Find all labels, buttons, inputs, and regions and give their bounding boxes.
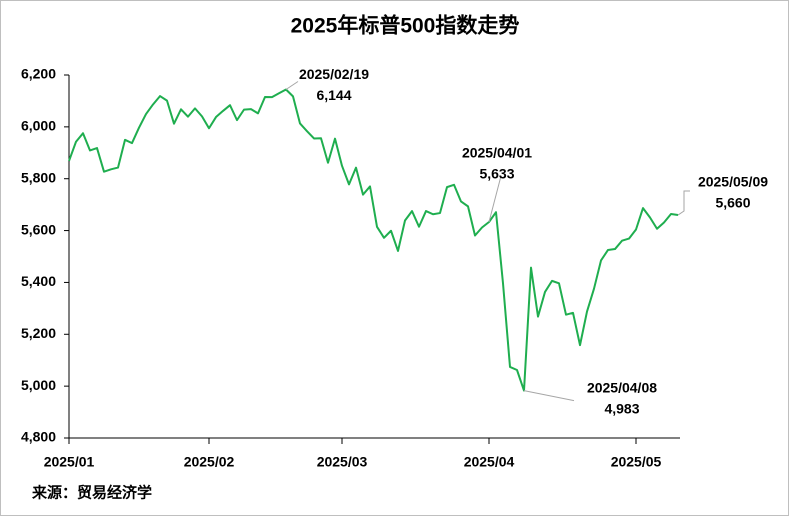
annotation-date: 2025/05/09 xyxy=(698,174,768,190)
annotation-leader xyxy=(523,390,575,402)
x-tick-label: 2025/02 xyxy=(184,454,235,470)
source-note: 来源：贸易经济学 xyxy=(31,483,152,501)
x-tick-label: 2025/05 xyxy=(611,454,662,470)
annotation-leader xyxy=(285,81,299,90)
annotation-value: 5,660 xyxy=(715,195,750,211)
y-tick-label: 5,600 xyxy=(21,221,56,237)
annotation-date: 2025/04/01 xyxy=(462,145,532,161)
annotation-date: 2025/04/08 xyxy=(587,379,657,395)
y-tick-label: 5,200 xyxy=(21,325,56,341)
annotation-leader xyxy=(677,190,690,216)
x-tick-label: 2025/04 xyxy=(464,454,515,470)
y-tick-label: 5,400 xyxy=(21,273,56,289)
y-tick-label: 5,000 xyxy=(21,377,56,393)
annotation-value: 4,983 xyxy=(604,400,639,416)
y-tick-label: 6,200 xyxy=(21,66,56,82)
y-tick-label: 5,800 xyxy=(21,169,56,185)
y-tick-label: 4,800 xyxy=(21,429,56,445)
annotation-leader xyxy=(488,175,502,223)
annotation-value: 5,633 xyxy=(479,166,514,182)
annotation-value: 6,144 xyxy=(316,87,351,103)
x-tick-label: 2025/03 xyxy=(317,454,368,470)
chart-title: 2025年标普500指数走势 xyxy=(291,14,520,38)
y-tick-label: 6,000 xyxy=(21,118,56,134)
annotation-date: 2025/02/19 xyxy=(299,66,369,82)
line-series xyxy=(68,88,679,392)
x-tick-label: 2025/01 xyxy=(44,454,95,470)
